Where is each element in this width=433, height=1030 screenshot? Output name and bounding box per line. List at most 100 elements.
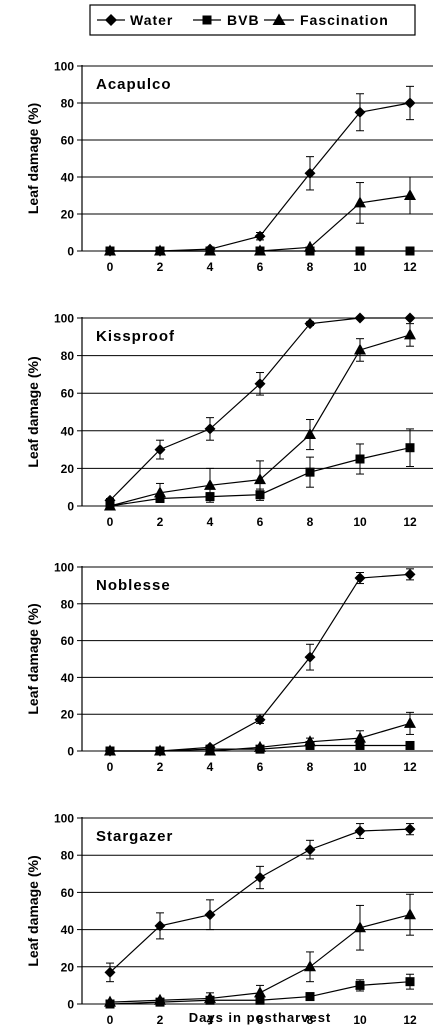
panel-title-bg-stargazer	[88, 823, 182, 847]
point-stargazer-fascination-0	[104, 995, 116, 1007]
y-tick-label-stargazer-0: 0	[67, 998, 74, 1012]
point-kissproof-fascination-4	[204, 478, 216, 490]
point-kissproof-fascination-8	[304, 428, 316, 440]
x-tick-label-stargazer-6: 6	[257, 1013, 264, 1027]
x-tick-label-noblesse-2: 2	[157, 760, 164, 774]
y-tick-label-stargazer-20: 20	[61, 960, 75, 974]
x-tick-label-acapulco-6: 6	[257, 260, 264, 274]
point-noblesse-fascination-4	[204, 744, 216, 756]
series-line-acapulco-fascination	[110, 194, 411, 252]
point-noblesse-fascination-10	[354, 731, 366, 743]
point-kissproof-fascination-2	[154, 486, 166, 498]
point-acapulco-fascination-6	[254, 244, 266, 256]
y-tick-label-noblesse-100: 100	[54, 561, 74, 575]
x-tick-label-stargazer-8: 8	[307, 1013, 314, 1027]
x-tick-label-stargazer-12: 12	[403, 1013, 417, 1027]
x-tick-label-noblesse-12: 12	[403, 760, 417, 774]
y-tick-label-noblesse-20: 20	[61, 708, 75, 722]
point-acapulco-fascination-8	[304, 240, 316, 252]
x-tick-label-stargazer-2: 2	[157, 1013, 164, 1027]
point-kissproof-water-12	[404, 312, 416, 324]
y-axis-title-kissproof: Leaf damage (%)	[25, 356, 41, 467]
y-tick-label-acapulco-20: 20	[61, 208, 75, 222]
point-noblesse-bvb-12	[405, 740, 415, 750]
panel-title-kissproof: Kissproof	[96, 328, 175, 345]
point-noblesse-water-6	[254, 714, 266, 726]
y-tick-label-noblesse-40: 40	[61, 671, 75, 685]
y-tick-label-kissproof-60: 60	[61, 387, 75, 401]
x-tick-label-acapulco-4: 4	[207, 260, 214, 274]
point-stargazer-water-4	[204, 909, 216, 921]
point-kissproof-water-4	[204, 423, 216, 435]
legend-marker-fascination	[272, 13, 286, 25]
y-axis-title-acapulco: Leaf damage (%)	[25, 103, 41, 214]
y-axis-title-noblesse: Leaf damage (%)	[25, 603, 41, 714]
point-acapulco-fascination-2	[154, 244, 166, 256]
point-acapulco-fascination-10	[354, 196, 366, 208]
point-noblesse-fascination-0	[104, 744, 116, 756]
x-tick-label-kissproof-0: 0	[107, 515, 114, 529]
panel-title-bg-kissproof	[88, 323, 184, 347]
y-tick-label-acapulco-60: 60	[61, 134, 75, 148]
panel-noblesse: 0 20 40 60 80 100 0 2 4 6 8 10 12 Leaf damage (%) Nobl…	[25, 561, 433, 774]
x-tick-label-noblesse-8: 8	[307, 760, 314, 774]
legend-box	[89, 4, 416, 36]
x-tick-label-kissproof-10: 10	[353, 515, 367, 529]
panel-title-acapulco: Acapulco	[96, 76, 172, 93]
point-kissproof-bvb-8	[305, 467, 315, 477]
y-tick-label-kissproof-20: 20	[61, 462, 75, 476]
panel-title-bg-noblesse	[88, 572, 179, 596]
point-acapulco-water-8	[304, 167, 316, 179]
y-axis-title-stargazer: Leaf damage (%)	[25, 855, 41, 966]
y-tick-label-acapulco-0: 0	[67, 245, 74, 259]
point-acapulco-bvb-12	[405, 246, 415, 256]
point-acapulco-fascination-4	[204, 244, 216, 256]
point-stargazer-fascination-6	[254, 986, 266, 998]
point-noblesse-fascination-2	[154, 744, 166, 756]
point-noblesse-fascination-12	[404, 716, 416, 728]
x-tick-label-noblesse-4: 4	[207, 760, 214, 774]
point-kissproof-fascination-10	[354, 343, 366, 355]
point-stargazer-water-10	[354, 825, 366, 837]
x-tick-label-stargazer-0: 0	[107, 1013, 114, 1027]
point-stargazer-water-8	[304, 844, 316, 856]
y-tick-label-kissproof-100: 100	[54, 312, 74, 326]
point-noblesse-water-10	[354, 572, 366, 584]
x-tick-label-kissproof-12: 12	[403, 515, 417, 529]
point-acapulco-water-10	[354, 106, 366, 118]
y-tick-label-kissproof-0: 0	[67, 500, 74, 514]
y-tick-label-acapulco-40: 40	[61, 171, 75, 185]
point-kissproof-water-2	[154, 444, 166, 456]
y-tick-label-kissproof-40: 40	[61, 424, 75, 438]
y-tick-label-stargazer-80: 80	[61, 849, 75, 863]
y-tick-label-stargazer-40: 40	[61, 923, 75, 937]
panel-title-bg-acapulco	[88, 71, 180, 95]
point-acapulco-fascination-12	[404, 189, 416, 200]
point-stargazer-water-12	[404, 823, 416, 835]
point-kissproof-fascination-6	[254, 473, 266, 485]
point-kissproof-fascination-12	[404, 328, 416, 340]
series-line-stargazer-water	[109, 828, 411, 973]
point-stargazer-water-6	[254, 872, 266, 884]
point-acapulco-water-12	[404, 97, 416, 109]
panel-title-noblesse: Noblesse	[96, 577, 171, 594]
point-noblesse-fascination-8	[304, 735, 316, 747]
y-tick-label-acapulco-80: 80	[61, 97, 75, 111]
legend: Water BVB Fascination	[89, 4, 416, 36]
point-noblesse-water-12	[404, 568, 416, 580]
point-kissproof-bvb-12	[405, 443, 415, 453]
point-stargazer-fascination-8	[304, 960, 316, 972]
x-tick-label-acapulco-10: 10	[353, 260, 367, 274]
x-tick-label-stargazer-10: 10	[353, 1013, 367, 1027]
point-kissproof-fascination-0	[104, 499, 116, 511]
x-tick-label-acapulco-2: 2	[157, 260, 164, 274]
point-noblesse-fascination-6	[254, 740, 266, 752]
y-tick-label-stargazer-100: 100	[54, 812, 74, 826]
point-stargazer-fascination-2	[154, 993, 166, 1005]
point-noblesse-water-8	[304, 651, 316, 663]
x-tick-label-kissproof-8: 8	[307, 515, 314, 529]
x-tick-label-acapulco-0: 0	[107, 260, 114, 274]
y-tick-label-noblesse-60: 60	[61, 634, 75, 648]
point-acapulco-fascination-0	[104, 244, 116, 256]
